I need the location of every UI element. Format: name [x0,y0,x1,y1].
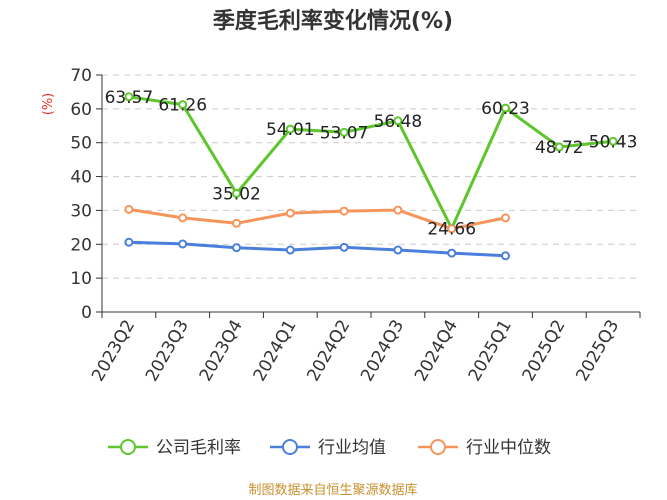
data-point [393,245,403,255]
y-axis-unit-label: (%) [41,93,56,116]
data-point [339,206,349,216]
data-label: 50.43 [589,132,638,152]
data-point [501,251,510,261]
x-tick-label: 2023Q2 [88,317,139,385]
data-label: 60.23 [481,99,530,119]
data-label: 63.57 [105,88,154,108]
data-point [232,218,241,228]
data-label: 54.01 [266,120,315,140]
series-line-1 [128,95,614,230]
data-point [447,224,457,234]
data-point [501,103,510,113]
data-point [447,248,457,258]
y-tick-label: 0 [81,303,92,323]
x-tick-label: 2024Q4 [411,317,462,385]
y-tick-label: 10 [70,269,92,289]
y-tick-label: 50 [70,134,92,154]
x-tick-label: 2024Q3 [357,317,408,385]
x-tick-label: 2025Q2 [519,317,570,385]
data-label: 61.26 [158,96,207,116]
data-point [554,142,564,152]
x-tick-label: 2023Q4 [196,317,247,385]
data-label: 48.72 [535,138,584,158]
x-tick-label: 2025Q1 [465,317,516,385]
y-tick-label: 30 [70,201,92,221]
data-label: 53.07 [320,123,369,143]
data-point [393,205,403,215]
legend-label: 行业均值 [318,438,386,458]
series-line-2 [128,240,506,258]
x-tick-label: 2024Q1 [250,317,301,385]
data-point [501,213,510,223]
legend-marker [120,439,136,455]
data-point [178,239,188,249]
source-note: 制图数据来自恒生聚源数据库 [248,482,417,498]
y-tick-label: 20 [70,235,92,255]
data-point [285,245,295,255]
legend-marker [430,439,446,455]
data-point [232,243,241,253]
data-label: 56.48 [374,112,423,132]
data-point [285,124,295,134]
data-point [124,204,134,214]
data-point [124,92,134,102]
series-line-3 [128,207,506,231]
data-point [285,208,295,218]
data-point [339,242,349,252]
data-point [608,136,618,146]
series-layer [124,92,618,261]
data-point [232,188,241,198]
legend: 公司毛利率 行业均值 行业中位数 [108,438,551,458]
legend-marker [282,439,298,455]
legend-label: 行业中位数 [466,438,551,458]
data-point [124,237,134,247]
data-point [393,116,403,126]
data-point [339,127,349,137]
chart-title: 季度毛利率变化情况(%) [213,8,453,34]
x-tick-label: 2023Q3 [142,317,193,385]
y-tick-label: 70 [70,66,92,86]
data-point [178,213,188,223]
data-label: 35.02 [212,184,261,204]
y-tick-label: 60 [70,100,92,120]
y-tick-label: 40 [70,168,92,188]
data-label: 24.66 [427,220,476,240]
legend-label: 公司毛利率 [156,438,241,458]
x-tick-label: 2024Q2 [303,317,354,385]
x-tick-label: 2025Q3 [572,317,623,385]
data-point [178,100,188,110]
